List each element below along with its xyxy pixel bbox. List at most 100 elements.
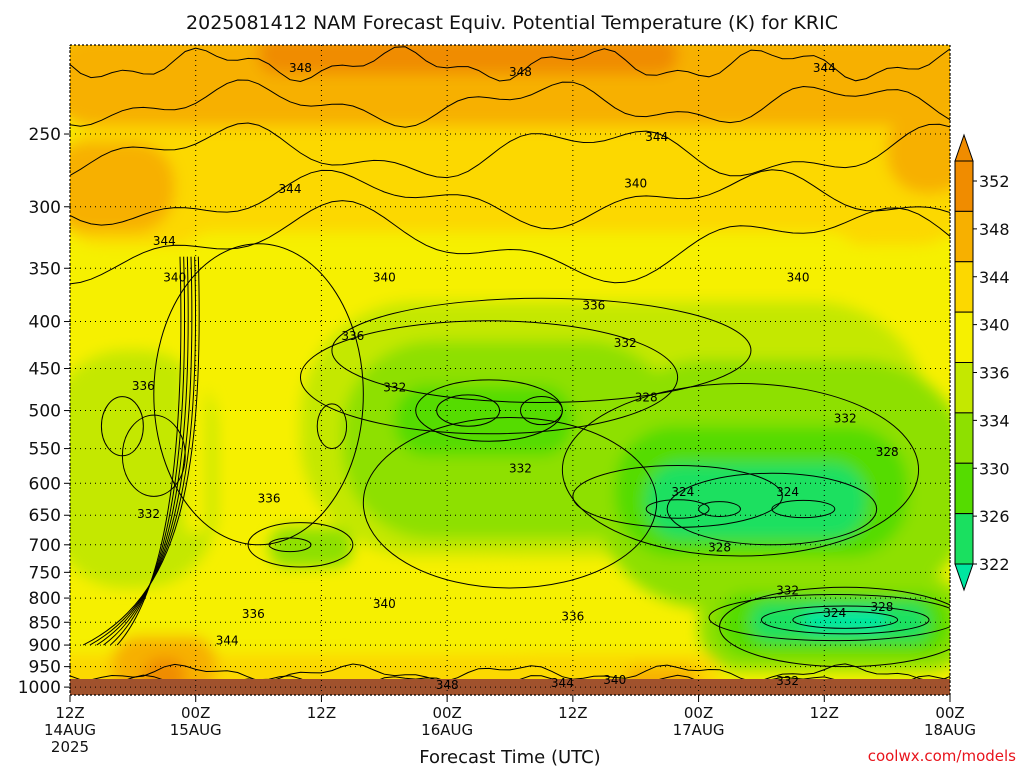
x-tick-label: 00Z [432,704,461,722]
contour-label: 336 [242,607,265,621]
contour-label: 344 [279,182,302,196]
contour-label: 340 [373,597,396,611]
y-tick-label: 350 [29,259,61,279]
contour-line [698,501,741,517]
y-tick-label: 650 [29,506,61,526]
y-tick-label: 250 [29,125,61,145]
theta-e-region [143,658,186,679]
theta-e-region [646,462,867,540]
colorbar-segment [954,261,974,313]
y-tick-label: 400 [29,313,61,333]
theta-e-region [174,232,867,322]
contour-line [70,122,950,179]
x-tick-label: 12Z [558,704,587,722]
y-tick-label: 600 [29,474,61,494]
contour-label: 344 [153,234,176,248]
colorbar-tick-label: 336 [979,364,1010,383]
x-tick-label: 17AUG [673,721,725,739]
y-tick-label: 700 [29,536,61,556]
y-tick-label: 500 [29,402,61,422]
contour-line [316,403,348,450]
colorbar-tick-label: 348 [979,220,1010,239]
contour-label: 332 [776,674,799,688]
credit-text: coolwx.com/models [868,747,1016,765]
contour-label: 332 [614,336,637,350]
contour-line [771,499,836,519]
contour-label: 348 [436,678,459,692]
contour-label: 328 [635,391,658,405]
colorbar-tick-label: 340 [979,316,1010,335]
colorbar: 352 348 344 340 336 334 330 326 322 [954,133,1010,592]
x-axis-label: Forecast Time (UTC) [419,747,600,768]
x-tick-label: 00Z [684,704,713,722]
contour-line [760,605,930,635]
y-tick-label: 450 [29,360,61,380]
theta-e-region [258,45,678,74]
x-tick-label: 18AUG [924,721,976,739]
colorbar-tick-label: 334 [979,411,1010,430]
plot-frame [69,44,951,696]
contour-label: 344 [645,130,668,144]
colorbar-segment [954,362,974,414]
contour-line [70,200,950,285]
theta-e-region [269,527,353,567]
contour-label: 340 [787,270,810,284]
contour-line [70,663,950,679]
contour-label: 332 [776,584,799,598]
contour-label: 328 [876,445,899,459]
contour-label: 340 [624,176,647,190]
contour-label: 332 [137,507,160,521]
x-tick-label: 14AUG [44,721,96,739]
contour-line [362,417,658,589]
colorbar-tick-label: 352 [979,172,1010,191]
y-tick-label: 950 [29,658,61,678]
colorbar-segment [954,513,974,565]
contour-line [153,243,364,546]
y-tick-label: 300 [29,198,61,218]
contour-line [70,79,950,128]
theta-e-region [70,350,217,588]
contour-line [331,297,752,404]
contour-label: 344 [551,676,574,690]
contour-line [299,320,679,435]
x-tick-label: 12Z [307,704,336,722]
theta-e-region [70,125,950,245]
contour-line [100,396,144,457]
contour-line [436,394,501,427]
colorbar-segment [954,412,974,464]
plot-area [70,45,950,679]
colorbar-tick-label: 330 [979,459,1010,478]
x-tick-label: 00Z [935,704,964,722]
theta-e-region [111,636,217,679]
contour-labels: 348 348 344 344 344 340 344 340 340 340 336 336 332 3… [132,61,899,692]
colorbar-tick-label: 326 [979,507,1010,526]
y-tick-label: 800 [29,589,61,609]
contour-line [70,169,950,230]
contour-line [96,256,193,646]
contour-line [645,499,710,519]
contour-label: 336 [258,491,281,505]
colorbar-segment [954,210,974,263]
colorbar-segment [954,311,974,363]
x-tick-label: 15AUG [170,721,222,739]
contour-label: 324 [776,485,799,499]
contour-line [103,256,189,646]
contour-line [572,464,783,528]
contour-label: 336 [341,329,364,343]
contour-label: 332 [383,381,406,395]
colorbar-segment [954,160,974,212]
theta-e-region [70,653,720,679]
contour-label: 348 [289,61,312,75]
contour-label: 324 [671,485,694,499]
x-tick-label: 00Z [181,704,210,722]
theta-e-region [887,109,950,194]
y-tick-label: 550 [29,440,61,460]
x-tick-label: 2025 [51,738,89,756]
contour-label: 340 [373,270,396,284]
y-tick-label: 750 [29,563,61,583]
contour-label: 344 [813,61,836,75]
y-tick-label: 900 [29,636,61,656]
contour-line [70,46,950,83]
x-tick-label: 16AUG [421,721,473,739]
